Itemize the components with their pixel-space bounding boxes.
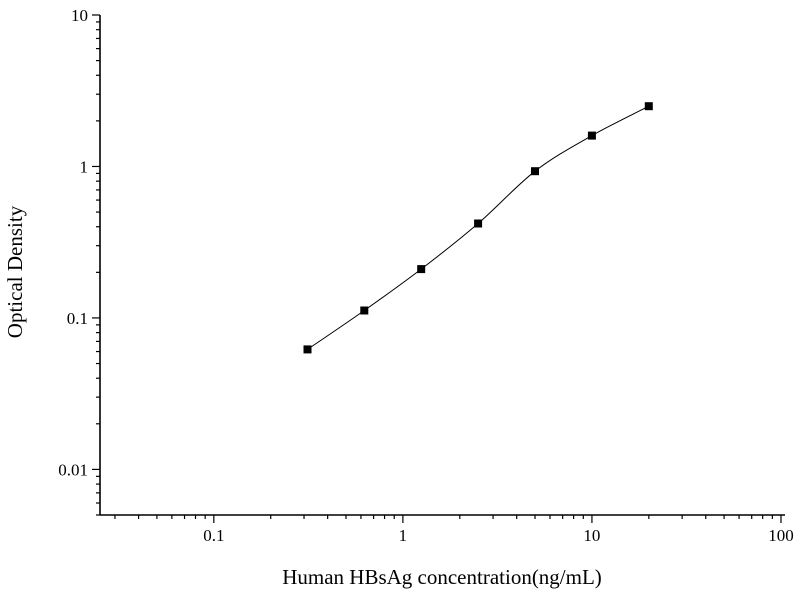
x-axis-title: Human HBsAg concentration(ng/mL) bbox=[282, 565, 602, 589]
y-axis-title: Optical Density bbox=[3, 205, 27, 338]
data-point-marker bbox=[644, 102, 653, 111]
x-tick-label: 0.1 bbox=[203, 526, 224, 545]
data-point-marker bbox=[417, 265, 426, 274]
data-point-marker bbox=[360, 306, 369, 315]
data-point-marker bbox=[587, 131, 596, 140]
y-tick-label: 0.1 bbox=[67, 309, 88, 328]
y-tick-label: 1 bbox=[80, 157, 89, 176]
x-tick-label: 10 bbox=[583, 526, 600, 545]
y-tick-label: 0.01 bbox=[58, 460, 88, 479]
x-tick-label: 1 bbox=[399, 526, 408, 545]
x-tick-label: 100 bbox=[768, 526, 794, 545]
series-group bbox=[303, 102, 653, 354]
standard-curve-line bbox=[307, 105, 650, 350]
data-point-marker bbox=[531, 167, 539, 176]
data-point-marker bbox=[474, 219, 483, 228]
y-tick-label: 10 bbox=[71, 6, 88, 25]
axes-group: 0.1 1 10 100 0.01 0.1 1 10 bbox=[58, 6, 793, 545]
data-point-marker bbox=[303, 345, 312, 354]
